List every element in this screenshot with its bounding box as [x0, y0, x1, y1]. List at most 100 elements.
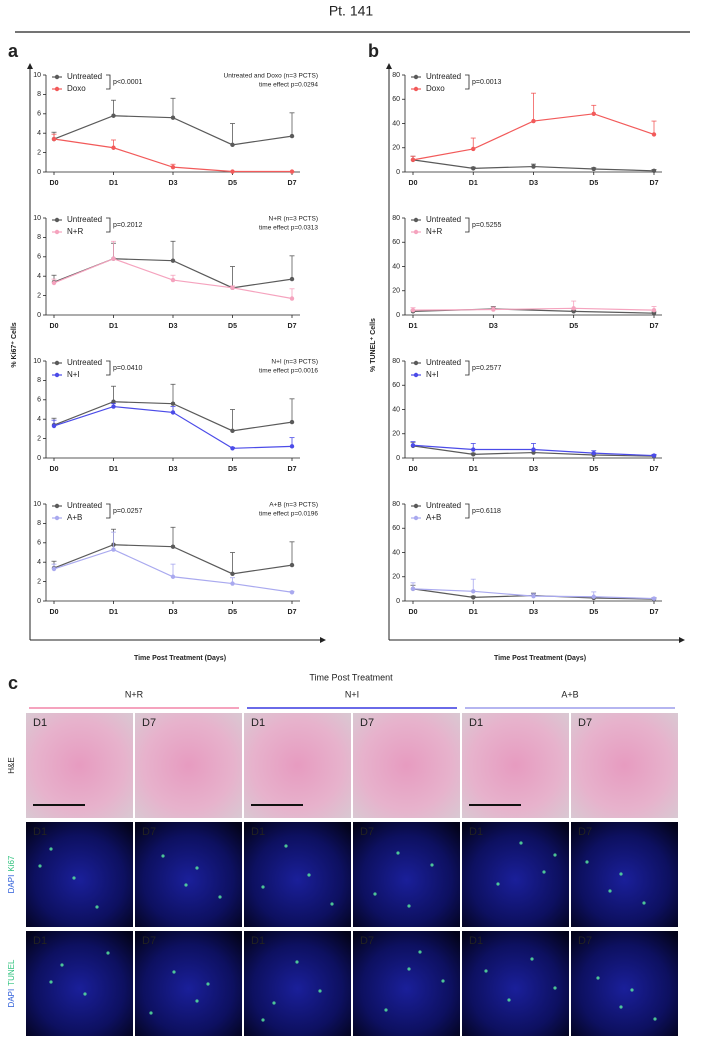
micrograph [462, 931, 569, 1036]
micrograph [26, 713, 133, 818]
data-point [289, 133, 295, 139]
data-point [471, 595, 476, 600]
tile-label: D1 [469, 935, 483, 947]
group-label: A+B [561, 689, 578, 699]
y-tick-label: 0 [396, 169, 400, 176]
x-tick-label: D1 [469, 466, 478, 473]
series-line [53, 401, 293, 432]
data-point [289, 590, 295, 595]
data-point [170, 574, 176, 579]
panel-c-title: Time Post Treatment [309, 672, 393, 682]
data-point [51, 136, 57, 142]
legend-swatch [413, 229, 419, 235]
stain-spot [407, 904, 411, 908]
micrograph [353, 713, 460, 818]
annotation: N+R (n=3 PCTS) [269, 216, 319, 223]
legend-label: N+I [426, 370, 439, 379]
micrograph [26, 931, 133, 1036]
tile-label: D1 [251, 935, 265, 947]
bracket [106, 503, 111, 519]
legend-label: Untreated [426, 72, 461, 81]
stain-spot [553, 853, 557, 857]
x-tick-label: D3 [529, 180, 538, 187]
y-tick-label: 0 [396, 312, 400, 319]
data-point [170, 277, 176, 283]
data-point [471, 452, 476, 457]
tile-label: D1 [469, 717, 483, 729]
stain-spot [418, 950, 422, 954]
micrograph [135, 713, 242, 818]
panel-label: a [8, 41, 19, 61]
legend-swatch [413, 86, 419, 92]
stain-spot [49, 847, 53, 851]
tile-label: D1 [33, 935, 47, 947]
data-point [289, 444, 295, 449]
micrograph [571, 931, 678, 1036]
data-point [111, 547, 116, 552]
data-point [51, 566, 57, 572]
data-point [591, 594, 596, 599]
y-tick-label: 4 [37, 130, 41, 137]
y-tick-label: 40 [392, 263, 400, 270]
legend-label: Doxo [426, 84, 445, 93]
x-tick-label: D1 [109, 609, 118, 616]
legend-swatch [413, 217, 419, 223]
stain-spot [630, 988, 634, 992]
row-label-part: TUNEL [7, 959, 16, 986]
legend-swatch [413, 515, 419, 521]
legend-swatch [54, 74, 60, 80]
tile-label: D7 [360, 717, 374, 729]
legend-swatch [413, 360, 419, 366]
x-tick-label: D5 [228, 323, 237, 330]
y-tick-label: 4 [37, 559, 41, 566]
tile-label: D7 [578, 717, 592, 729]
tile-label: D1 [469, 826, 483, 838]
stain-spot [60, 963, 64, 967]
y-tick-label: 10 [33, 358, 41, 365]
x-tick-label: D1 [109, 466, 118, 473]
data-point [410, 157, 416, 163]
data-point [111, 113, 116, 118]
series-line [53, 115, 293, 146]
p-value: p=0.0257 [113, 508, 142, 515]
x-tick-label: D1 [409, 323, 418, 330]
y-tick-label: 40 [392, 120, 400, 127]
y-tick-label: 8 [37, 234, 41, 241]
y-tick-label: 60 [392, 382, 400, 389]
legend-swatch [54, 217, 60, 223]
tile-label: D1 [251, 826, 265, 838]
y-tick-label: 4 [37, 416, 41, 423]
data-point [471, 589, 476, 594]
y-tick-label: 4 [37, 273, 41, 280]
x-tick-label: D7 [288, 609, 297, 616]
x-tick-label: D5 [228, 466, 237, 473]
x-tick-label: D7 [650, 609, 659, 616]
y-tick-label: 6 [37, 397, 41, 404]
legend-label: A+B [426, 513, 441, 522]
x-tick-label: D3 [529, 609, 538, 616]
legend-swatch [413, 503, 419, 509]
stain-spot [553, 986, 557, 990]
p-value: p=0.0410 [113, 365, 142, 372]
stain-spot [608, 889, 612, 893]
row-label-part: DAPI [7, 989, 16, 1008]
data-point [651, 596, 657, 601]
bracket [465, 360, 470, 376]
legend-label: A+B [67, 513, 82, 522]
legend-label: N+R [426, 227, 442, 236]
data-point [111, 399, 116, 404]
data-point [651, 310, 657, 316]
stain-spot [195, 866, 199, 870]
y-tick-label: 80 [392, 501, 400, 508]
micrograph [571, 713, 678, 818]
data-point [170, 115, 176, 120]
data-point [230, 142, 235, 148]
annotation: time effect p=0.0313 [259, 225, 318, 232]
micrograph [135, 822, 242, 927]
x-tick-label: D1 [469, 180, 478, 187]
x-tick-label: D0 [409, 466, 418, 473]
stain-spot [642, 901, 646, 905]
data-point [289, 296, 295, 301]
tile-label: D1 [33, 826, 47, 838]
